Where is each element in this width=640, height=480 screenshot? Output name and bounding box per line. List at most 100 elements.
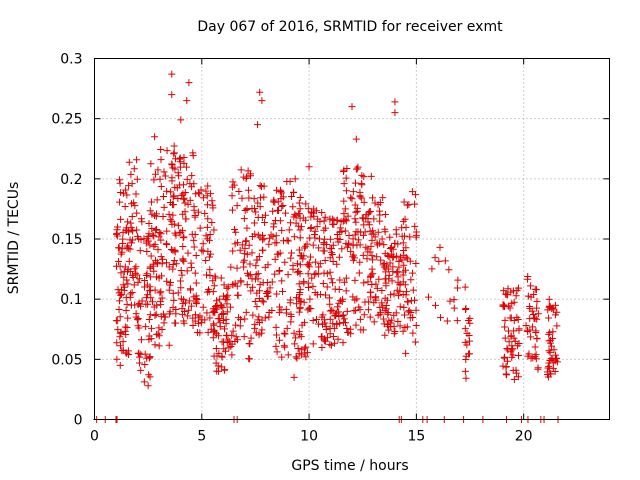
data-point [341,227,349,235]
data-point [328,220,336,228]
data-point [240,256,248,264]
data-point [295,268,303,276]
data-point [159,213,167,221]
data-point [370,318,378,326]
data-point [238,194,246,202]
data-point [296,234,304,242]
data-point [376,211,384,219]
data-point [502,363,510,371]
data-point [223,308,231,316]
data-point [119,189,127,197]
data-point [206,266,214,274]
data-point [340,197,348,205]
data-point [203,309,211,317]
data-point [348,195,356,203]
data-point [302,343,310,351]
data-point [328,249,336,257]
data-point [200,194,208,202]
data-point [393,268,401,276]
data-point [411,338,419,346]
data-point [534,364,542,372]
data-point [264,261,272,269]
data-point [123,300,131,308]
data-point [297,298,305,306]
data-point [145,354,153,362]
data-point [370,215,378,223]
data-point [431,254,439,262]
data-point [360,279,368,287]
data-point [436,243,444,251]
data-point [309,241,317,249]
data-point [202,256,210,264]
data-point [279,193,287,201]
data-point [255,294,263,302]
data-point [376,239,384,247]
data-point [293,354,301,362]
data-point [204,247,212,255]
data-point [165,341,173,349]
data-point [134,350,142,358]
data-point [180,257,188,265]
y-tick-label: 0 [74,413,83,429]
data-point [296,261,304,269]
data-point [545,303,553,311]
data-point [312,258,320,266]
data-point [313,223,321,231]
data-point [241,207,249,215]
data-point [244,167,252,175]
data-point [287,249,295,257]
data-point [150,242,158,250]
data-point [150,176,158,184]
data-point [146,207,154,215]
data-point [454,276,462,284]
data-point [431,301,439,309]
data-point [153,196,161,204]
data-point [289,203,297,211]
data-point [369,227,377,235]
data-point [141,360,149,368]
data-point [190,236,198,244]
data-point [507,333,515,341]
data-point [156,289,164,297]
data-point [220,325,228,333]
data-point [206,272,214,280]
data-point [553,322,561,330]
data-point [374,311,382,319]
data-point [302,216,310,224]
data-point [545,295,553,303]
data-point [271,198,279,206]
data-point [376,303,384,311]
data-point [260,298,268,306]
data-point [316,260,324,268]
data-point [192,279,200,287]
data-point [450,304,458,312]
data-point [321,213,329,221]
data-point [352,218,360,226]
data-point [183,175,191,183]
data-point [246,260,254,268]
data-point [210,226,218,234]
data-point [399,239,407,247]
data-point [151,312,159,320]
data-point [152,256,160,264]
data-point [294,344,302,352]
data-point [133,175,141,183]
data-point [529,311,537,319]
data-point [378,235,386,243]
data-point [381,250,389,258]
data-point [329,241,337,249]
data-points [93,70,562,423]
data-point [282,209,290,217]
data-point [385,326,393,334]
data-point [123,244,131,252]
data-point [326,340,334,348]
data-point [258,326,266,334]
data-point [323,283,331,291]
data-point [281,330,289,338]
data-point [278,277,286,285]
data-point [295,308,303,316]
data-point [168,70,176,78]
data-point [356,315,364,323]
data-point [364,215,372,223]
data-point [180,233,188,241]
